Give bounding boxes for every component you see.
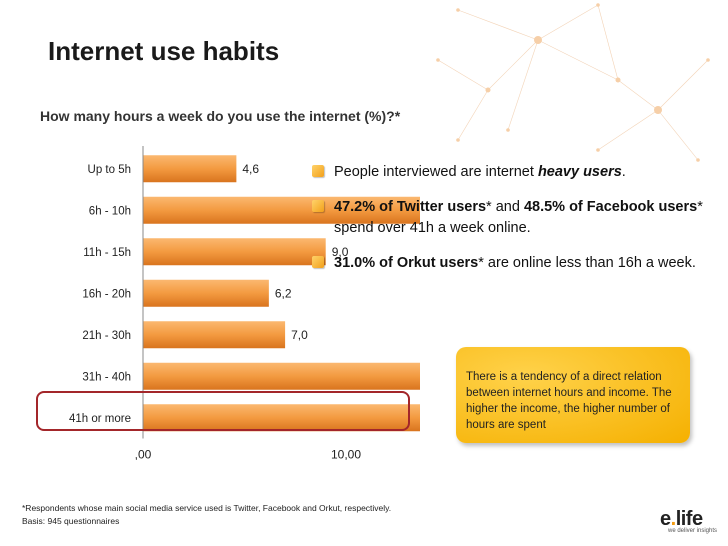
finding-segment: * and: [486, 199, 524, 215]
category-label: 11h - 15h: [83, 247, 131, 259]
bar-3: [143, 279, 269, 307]
footnote-respondents: *Respondents whose main social media ser…: [22, 503, 392, 513]
finding-text: 47.2% of Twitter users* and 48.5% of Fac…: [334, 199, 703, 236]
value-label: 6,2: [275, 286, 292, 300]
category-label: Up to 5h: [88, 164, 131, 176]
network-decoration: [436, 3, 710, 162]
bar-0: [143, 155, 237, 183]
category-label: 6h - 10h: [89, 205, 131, 217]
finding-segment: People interviewed are internet: [334, 164, 538, 180]
category-label: 41h or more: [69, 413, 131, 425]
x-tick-label: ,00: [135, 448, 152, 462]
bar-5: [143, 362, 420, 390]
logo-wordmark: e.life: [660, 508, 717, 531]
bullet-square-icon: [312, 200, 324, 212]
highlight-frame: [36, 391, 410, 431]
bar-6: [143, 404, 420, 432]
finding-segment-emphasis: heavy users: [537, 164, 622, 180]
page-title: Internet use habits: [48, 36, 280, 66]
footnote-basis: Basis: 945 questionnaires: [22, 516, 120, 526]
logo-dot: .: [670, 508, 677, 530]
footnote: *Respondents whose main social media ser…: [22, 502, 391, 528]
category-label: 31h - 40h: [82, 371, 131, 383]
bar-4: [143, 321, 286, 349]
value-label: 4,6: [242, 162, 259, 176]
insight-callout: There is a tendency of a direct relation…: [456, 347, 690, 443]
logo-tagline: we deliver insights: [668, 528, 718, 534]
finding-item: 47.2% of Twitter users* and 48.5% of Fac…: [312, 197, 712, 239]
finding-item: People interviewed are internet heavy us…: [312, 162, 712, 183]
chart-question: How many hours a week do you use the int…: [40, 108, 401, 124]
finding-segment-emphasis: 48.5% of Facebook users: [523, 199, 698, 215]
finding-item: 31.0% of Orkut users* are online less th…: [312, 253, 712, 274]
finding-segment-emphasis: 47.2% of Twitter users: [334, 199, 487, 215]
finding-text: People interviewed are internet heavy us…: [334, 164, 626, 180]
finding-segment-emphasis: 31.0% of Orkut users: [334, 255, 479, 271]
value-label: 9,0: [332, 245, 349, 259]
finding-text: 31.0% of Orkut users* are online less th…: [334, 255, 696, 271]
x-tick-label: 10,00: [331, 448, 361, 462]
logo-prefix: e: [660, 508, 671, 530]
finding-segment: * spend over 41h a week online.: [334, 199, 703, 236]
value-label: 7,0: [291, 328, 308, 342]
category-label: 21h - 30h: [82, 330, 131, 342]
callout-text: There is a tendency of a direct relation…: [466, 371, 672, 431]
finding-segment: * are online less than 16h a week.: [478, 255, 696, 271]
finding-segment: .: [621, 164, 626, 180]
bullet-square-icon: [312, 165, 324, 177]
bar-2: [143, 238, 326, 266]
bar-1: [143, 196, 420, 224]
bullet-square-icon: [312, 256, 324, 268]
findings-list: People interviewed are internet heavy us…: [312, 162, 712, 288]
elife-logo: e.life we deliver insights: [660, 508, 717, 534]
category-label: 16h - 20h: [82, 288, 131, 300]
logo-suffix: life: [675, 508, 703, 530]
